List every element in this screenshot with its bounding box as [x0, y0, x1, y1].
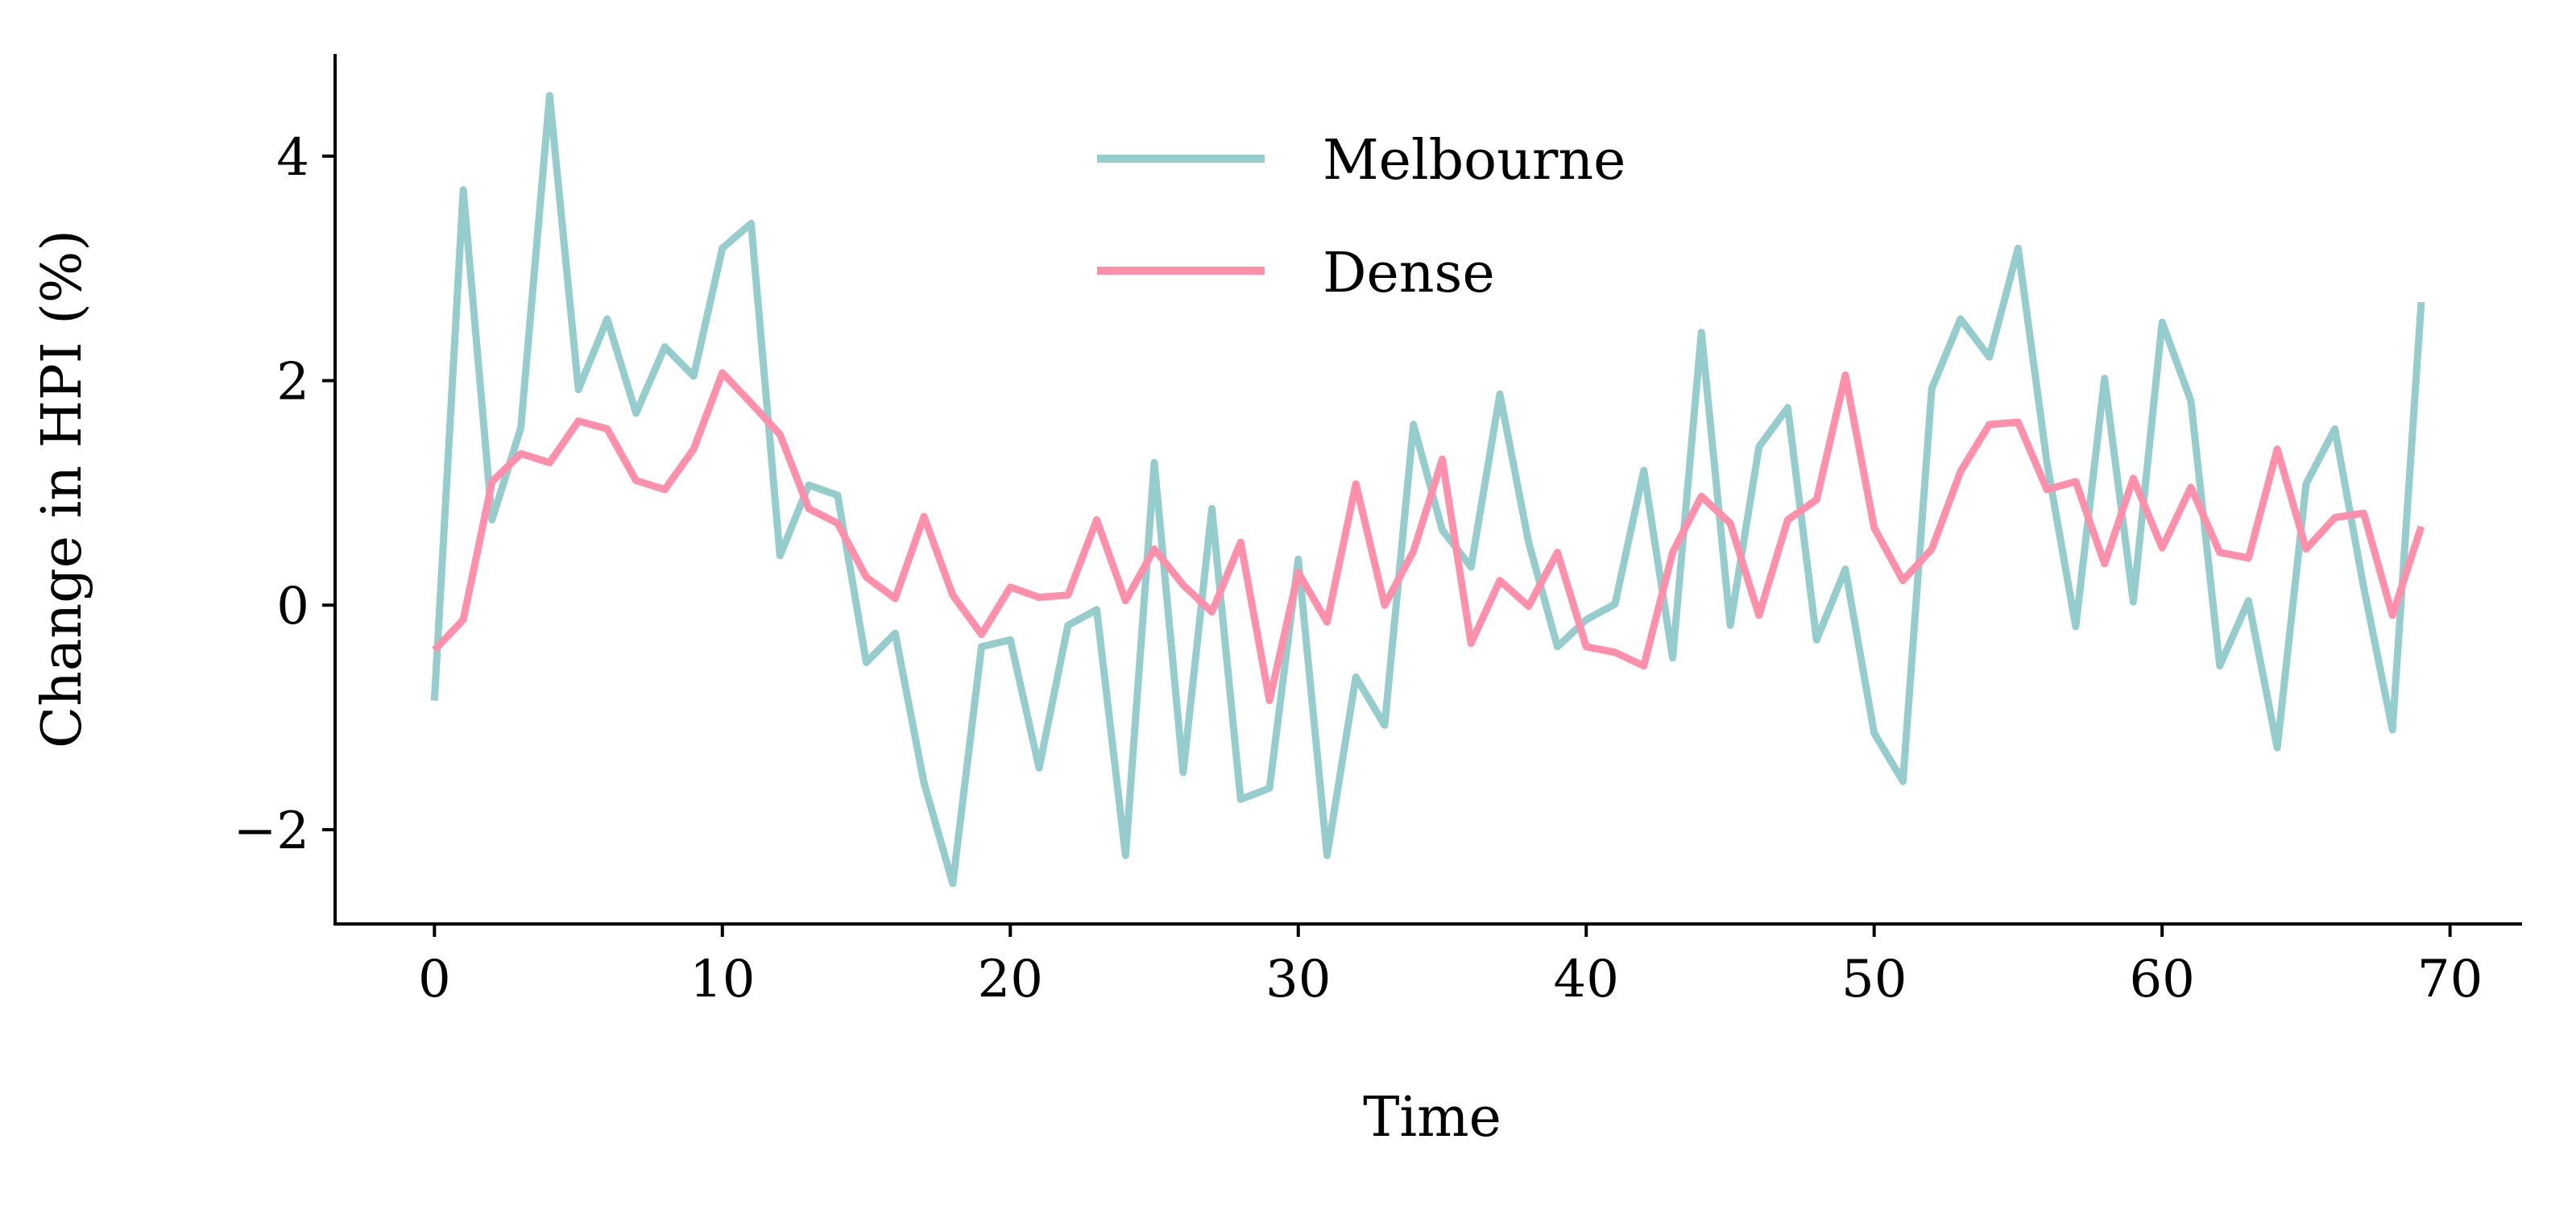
x-tick-label: 70 [2417, 950, 2483, 1009]
x-ticks: 0 10 20 30 40 50 60 70 [418, 924, 2483, 1009]
x-tick-label: 10 [690, 950, 755, 1009]
legend-label-melbourne: Melbourne [1323, 129, 1626, 193]
series-line-dense [432, 369, 2425, 705]
legend-label-dense: Dense [1323, 242, 1495, 305]
y-tick-label: 4 [276, 128, 309, 188]
x-tick-label: 60 [2129, 950, 2194, 1009]
y-tick-label: −2 [234, 802, 309, 861]
y-axis-label: Change in HPI (%) [31, 230, 94, 748]
axes [333, 54, 2522, 926]
x-tick-label: 30 [1265, 950, 1331, 1009]
series-line-melbourne [430, 92, 2425, 888]
x-axis-label: Time [1363, 1086, 1501, 1150]
y-tick-label: 0 [276, 577, 309, 636]
x-tick-label: 50 [1841, 950, 1907, 1009]
y-ticks: −2 0 2 4 [234, 128, 335, 861]
x-tick-label: 40 [1553, 950, 1618, 1009]
legend: Melbourne Dense [1097, 129, 1626, 305]
y-tick-label: 2 [276, 353, 309, 412]
x-tick-label: 0 [418, 950, 451, 1009]
x-tick-label: 20 [978, 950, 1043, 1009]
series-lines [430, 92, 2425, 888]
